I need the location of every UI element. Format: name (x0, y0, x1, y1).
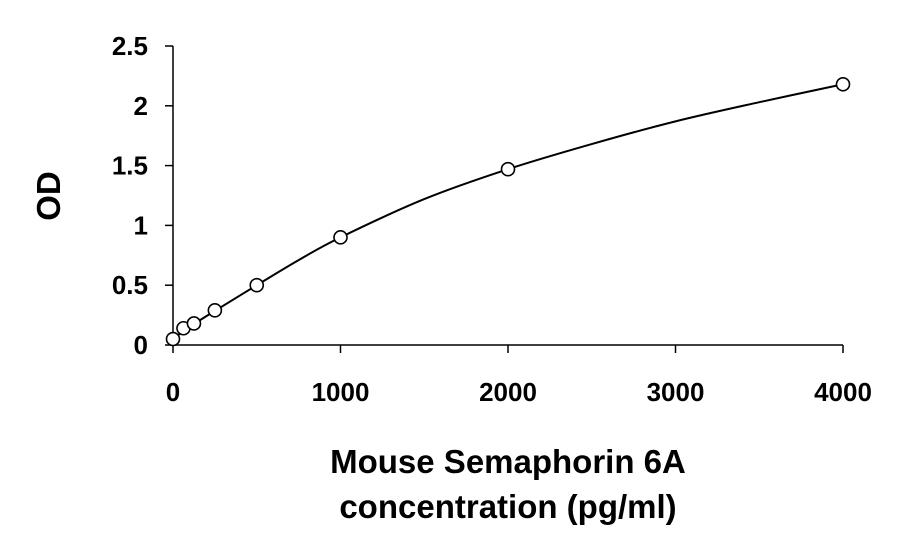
x-tick-label: 4000 (814, 377, 872, 407)
x-tick-label: 1000 (312, 377, 370, 407)
data-point (165, 331, 181, 347)
x-axis: 0 1000 2000 3000 4000 (166, 344, 872, 407)
y-tick-label: 0.5 (112, 270, 148, 300)
x-tick-label: 2000 (479, 377, 537, 407)
y-tick-label: 2.5 (112, 31, 148, 61)
y-tick-label: 1.5 (112, 151, 148, 181)
fit-curve (172, 83, 844, 340)
y-tick-label: 1 (134, 210, 148, 240)
data-point (249, 277, 265, 293)
y-axis-title: OD (30, 171, 67, 221)
y-ticks: 0 0.5 1 1.5 2 2.5 (112, 31, 173, 360)
x-tick-label: 3000 (647, 377, 705, 407)
data-point (207, 303, 223, 318)
x-axis-title-line-2: concentration (pg/ml) (339, 488, 676, 525)
y-tick-label: 0 (134, 330, 148, 360)
x-tick-label: 0 (166, 377, 180, 407)
x-ticks: 0 1000 2000 3000 4000 (166, 345, 872, 407)
data-point (835, 76, 851, 92)
data-point (333, 230, 348, 245)
x-axis-title-line-1: Mouse Semaphorin 6A (330, 443, 686, 480)
data-point (500, 161, 516, 177)
data-points (165, 76, 851, 347)
y-axis: 0 0.5 1 1.5 2 2.5 (112, 31, 174, 360)
data-point (186, 316, 202, 331)
y-tick-label: 2 (134, 91, 148, 121)
